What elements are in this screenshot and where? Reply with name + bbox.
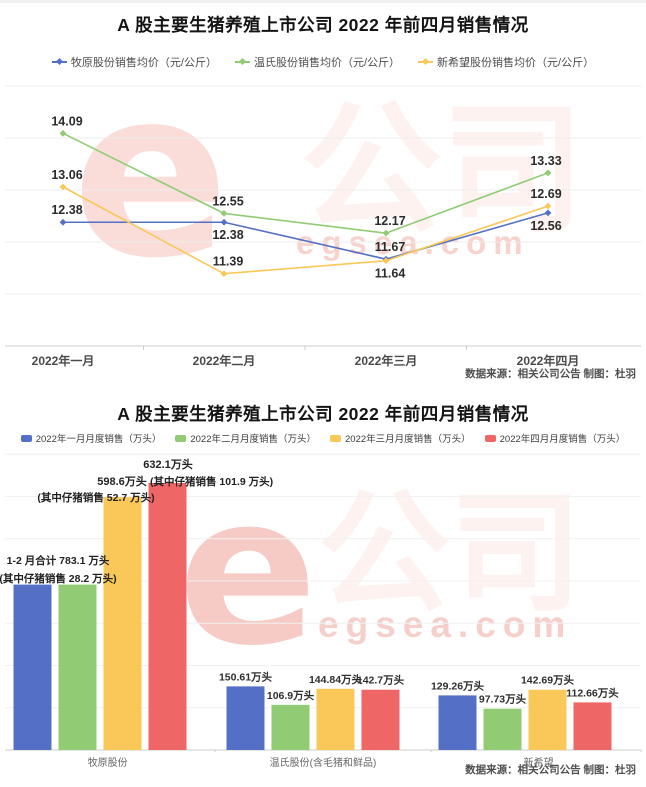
legend-label: 2022年一月月度销售（万头）: [35, 434, 162, 445]
bar-annotation: (其中仔猪销售 101.9 万头): [150, 475, 273, 488]
bar-value-label: 129.26万头: [431, 679, 485, 692]
bar: [573, 702, 612, 750]
legend-item: 2022年三月月度销售（万头）: [330, 431, 471, 445]
square-marker-icon: [330, 434, 341, 442]
chart1-legend: 牧原股份销售均价（元/公斤） 温氏股份销售均价（元/公斤） 新希望股份销售均价（元/…: [0, 54, 646, 70]
x-axis-label: 2022年二月: [192, 354, 256, 368]
point-marker: [59, 218, 67, 226]
x-axis-label: 2022年三月: [354, 354, 418, 368]
point-marker: [544, 209, 552, 217]
bar: [13, 584, 52, 750]
bar: [103, 497, 142, 750]
bar: [271, 704, 310, 750]
point-marker: [220, 218, 228, 226]
square-marker-icon: [175, 434, 187, 442]
legend-label: 温氏股份销售均价（元/公斤）: [253, 57, 401, 69]
point-marker: [59, 183, 67, 191]
chart2-title: A 股主要生猪养殖上市公司 2022 年前四月销售情况: [117, 404, 529, 424]
bar-annotation: 632.1万头: [143, 457, 193, 471]
legend-label: 2022年二月月度销售（万头）: [190, 434, 316, 445]
x-axis-label: 2022年一月: [31, 354, 95, 368]
x-axis-label: 牧原股份: [87, 758, 128, 769]
bar-value-label: 112.66万头: [566, 686, 619, 699]
legend-item: 2022年一月月度销售（万头）: [20, 431, 162, 445]
bar-annotation: (其中仔猪销售 52.7 万头): [37, 491, 154, 504]
value-label: 11.67: [375, 240, 406, 254]
point-marker: [59, 129, 67, 137]
bar: [226, 686, 265, 750]
value-label: 12.55: [212, 194, 243, 208]
legend-label: 新希望股份销售均价（元/公斤）: [437, 57, 595, 69]
point-marker: [382, 257, 390, 265]
value-label: 12.38: [51, 203, 82, 217]
legend-label: 2022年三月月度销售（万头）: [345, 434, 471, 445]
legend-item: 2022年二月月度销售（万头）: [175, 431, 316, 445]
value-label: 12.17: [374, 214, 405, 228]
bar: [361, 689, 400, 750]
legend-item: 牧原股份销售均价（元/公斤）: [51, 54, 217, 70]
bar-annotation: (其中仔猪销售 28.2 万头): [0, 572, 117, 585]
legend-item: 2022年四月月度销售（万头）: [484, 431, 626, 445]
bar-annotation: 598.6万头: [97, 474, 147, 488]
bar-annotation: 1-2 月合计 783.1 万头: [7, 554, 110, 567]
x-axis-label: 新希望: [523, 758, 554, 769]
legend-item: 新希望股份销售均价（元/公斤）: [418, 54, 594, 70]
value-label: 12.56: [530, 219, 561, 233]
line-series: [63, 212, 549, 260]
value-label: 13.06: [51, 168, 82, 182]
bar-value-label: 106.9万头: [267, 689, 315, 702]
line-marker-icon: [51, 57, 67, 66]
diamond-marker-icon: [238, 57, 247, 66]
line-marker-icon: [418, 57, 434, 66]
point-marker: [220, 270, 228, 278]
point-marker: [544, 169, 552, 177]
square-marker-icon: [484, 434, 496, 442]
legend-label: 牧原股份销售均价（元/公斤）: [70, 57, 217, 69]
line-marker-icon: [234, 57, 250, 66]
point-marker: [220, 210, 228, 217]
value-label: 12.38: [212, 228, 243, 242]
legend-label: 2022年四月月度销售（万头）: [499, 434, 626, 445]
line-chart-canvas: 12.38 12.38 11.67 12.56 14.09 12.55 12.17 13.33…: [5, 85, 641, 350]
chart2-legend: 2022年一月月度销售（万头） 2022年二月月度销售（万头） 2022年三月月度销…: [0, 431, 646, 445]
chart1-title: A 股主要生猪养殖上市公司 2022 年前四月销售情况: [117, 15, 529, 35]
diamond-marker-icon: [55, 57, 63, 66]
point-marker: [382, 229, 390, 237]
bar: [483, 708, 522, 750]
value-label: 11.39: [213, 255, 244, 269]
bar: [58, 584, 97, 750]
bar-value-label: 142.69万头: [521, 674, 575, 687]
line-series: [62, 132, 549, 234]
value-label: 13.33: [530, 154, 561, 168]
point-marker: [544, 202, 552, 210]
line-series: [62, 186, 549, 275]
data-source-note: 数据来源：相关公司公告 制图：杜羽: [465, 764, 636, 776]
bar: [316, 688, 355, 750]
bar-value-label: 150.61万头: [219, 670, 273, 683]
bar-value-label: 97.73万头: [479, 693, 527, 706]
bar-value-label: 142.7万头: [357, 674, 405, 687]
bar: [438, 695, 477, 750]
value-label: 14.09: [51, 114, 82, 128]
x-axis-label: 2022年四月: [516, 354, 580, 368]
value-label: 12.69: [530, 187, 561, 201]
bar: [528, 689, 567, 750]
x-axis-label: 温氏股份(含毛猪和鲜品): [269, 758, 377, 769]
diamond-marker-icon: [421, 57, 430, 66]
value-label: 11.64: [375, 267, 406, 281]
data-source-note: 数据来源：相关公司公告 制图：杜羽: [465, 368, 636, 380]
top-border: [0, 0, 646, 3]
square-marker-icon: [20, 434, 32, 442]
bar-value-label: 144.84万头: [309, 673, 363, 686]
legend-item: 温氏股份销售均价（元/公斤）: [234, 54, 401, 70]
bar: [148, 482, 187, 750]
